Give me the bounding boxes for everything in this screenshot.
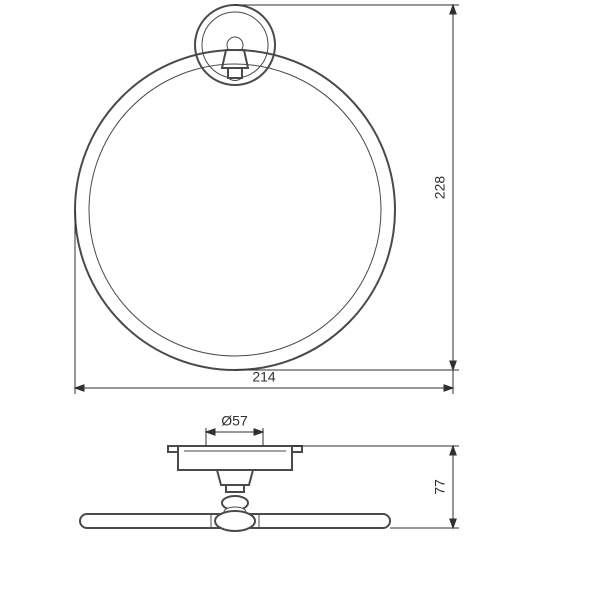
dim-depth-label: 77 [432,479,448,495]
dim-height-label: 228 [432,176,448,200]
dim-width-label: 214 [252,369,276,385]
dim-diameter-label: Ø57 [221,413,248,429]
